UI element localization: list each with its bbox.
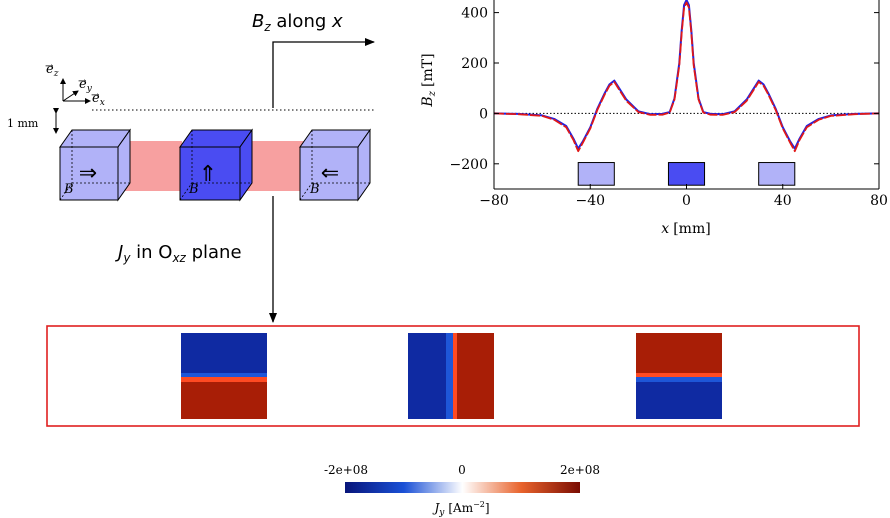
magnet-left: ⇒ B: [59, 128, 131, 202]
bz-along-x-label: Bz along x: [252, 11, 343, 34]
colorbar: -2e+08 0 2e+08 Jy [Am−2]: [324, 463, 600, 518]
heatmap-panel-1: [181, 333, 267, 419]
colorbar-gradient: [345, 482, 580, 493]
chart-series-line-1: [494, 1, 879, 153]
heatmap-band: [636, 377, 722, 382]
heatmap-band: [636, 382, 722, 419]
chart-y-tick-label: 200: [461, 56, 488, 72]
heatmap-panel-3: [636, 333, 722, 419]
chart-x-tick-label: 80: [870, 193, 888, 209]
heatmap-panel-2: [408, 333, 494, 419]
magnet-right: ⇐ B: [299, 128, 371, 202]
axis-ex-label: ex: [92, 91, 105, 108]
magnet-center-arrow-icon: ⇑: [199, 162, 217, 187]
magnet-left-arrow-icon: ⇒: [79, 161, 97, 186]
heatmap-band: [636, 373, 722, 377]
chart-magnet-marker: [758, 162, 796, 186]
heatmap-band: [181, 382, 267, 419]
gap-label: 1 mm: [7, 117, 39, 130]
bz-chart: −80 −40 0 40 80 −200 0 200 400 x [mm] Bz[mT]: [420, 0, 888, 237]
magnet-right-b-label: B: [309, 182, 320, 197]
chart-y-axis-label: Bz[mT]: [420, 53, 438, 107]
svg-text:→: →: [45, 61, 54, 72]
chart-x-tick-label: 0: [682, 193, 691, 209]
bz-probe-arrow: [272, 38, 375, 108]
svg-text:→: →: [78, 76, 87, 87]
magnet-center: ⇑ B: [179, 128, 253, 202]
axis-ey-label: ey: [79, 77, 93, 94]
axis-ez-label: ez: [46, 62, 59, 79]
svg-text:→: →: [91, 90, 100, 101]
chart-series-line-0: [494, 0, 879, 150]
colorbar-label: Jy [Am−2]: [431, 500, 489, 518]
heatmap-band: [457, 333, 494, 419]
colorbar-mid-label: 0: [458, 463, 466, 477]
heatmap-band: [181, 333, 267, 373]
chart-x-tick-label: −40: [575, 193, 605, 209]
chart-magnet-marker: [667, 162, 706, 186]
schematic: Bz along x ez ey ex → → → 1 mm: [7, 11, 375, 323]
chart-y-tick-label: 0: [479, 106, 488, 122]
heatmap-frame: [46, 325, 860, 427]
heatmap-band: [636, 333, 722, 373]
jy-heatmap: [46, 325, 860, 427]
heatmap-band: [453, 333, 457, 419]
chart-x-axis-label: x [mm]: [661, 221, 710, 237]
chart-y-tick-label: 400: [461, 6, 488, 22]
jy-plane-label: Jy in Oxz plane: [115, 242, 242, 265]
magnet-left-b-label: B: [63, 182, 74, 197]
heatmap-band: [446, 333, 453, 419]
chart-y-tick-label: −200: [450, 157, 488, 173]
gap-indicator: 1 mm: [7, 108, 59, 134]
heatmap-band: [408, 333, 446, 419]
colorbar-min-label: -2e+08: [324, 463, 368, 477]
magnet-right-arrow-icon: ⇐: [321, 161, 339, 186]
chart-x-tick-label: 40: [774, 193, 792, 209]
heatmap-band: [181, 377, 267, 382]
chart-magnet-marker: [577, 162, 615, 186]
coordinate-axes: ez ey ex → → →: [45, 61, 105, 108]
colorbar-max-label: 2e+08: [560, 463, 600, 477]
magnet-center-b-label: B: [188, 182, 199, 197]
chart-x-tick-label: −80: [479, 193, 509, 209]
heatmap-band: [181, 373, 267, 377]
